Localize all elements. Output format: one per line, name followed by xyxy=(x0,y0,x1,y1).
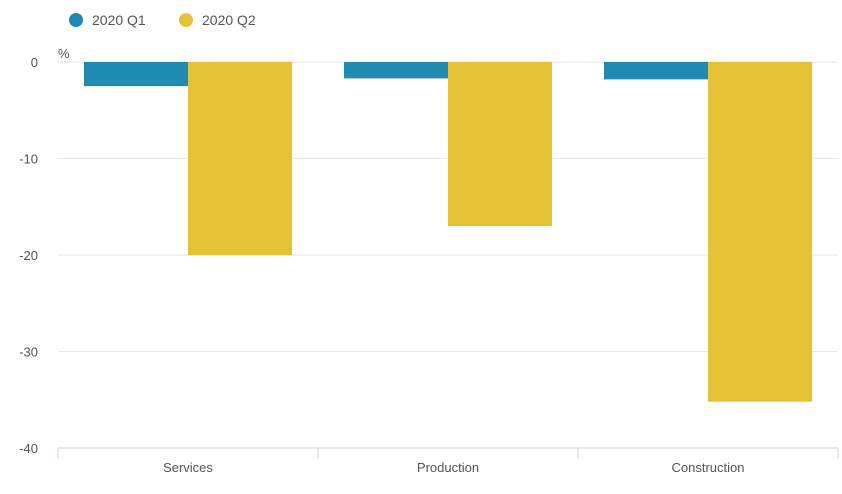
x-tick-label: Services xyxy=(163,460,213,475)
x-axis: Services Production Construction xyxy=(57,447,839,475)
x-tick-label: Production xyxy=(417,460,479,475)
x-tick-label: Construction xyxy=(672,460,745,475)
legend-label-1[interactable]: 2020 Q1 xyxy=(92,12,146,28)
legend-marker-1[interactable] xyxy=(69,13,83,27)
y-tick-label: -20 xyxy=(19,248,38,263)
bar-construction-2020-q2[interactable] xyxy=(708,62,812,402)
bar-production-2020-q1[interactable] xyxy=(344,62,448,79)
legend: 2020 Q1 2020 Q2 xyxy=(69,12,256,28)
bar-services-2020-q1[interactable] xyxy=(84,62,188,87)
y-tick-label: -30 xyxy=(19,345,38,360)
y-axis-unit-label: % xyxy=(58,46,70,61)
legend-label-2[interactable]: 2020 Q2 xyxy=(202,12,256,28)
bar-services-2020-q2[interactable] xyxy=(188,62,292,255)
bar-production-2020-q2[interactable] xyxy=(448,62,552,227)
y-tick-label: 0 xyxy=(31,55,38,70)
y-tick-label: -10 xyxy=(19,152,38,167)
y-tick-label: -40 xyxy=(19,441,38,456)
bars xyxy=(84,62,812,402)
bar-construction-2020-q1[interactable] xyxy=(604,62,708,80)
y-axis-ticks: 0 -10 -20 -30 -40 xyxy=(19,55,38,456)
legend-marker-2[interactable] xyxy=(179,13,193,27)
